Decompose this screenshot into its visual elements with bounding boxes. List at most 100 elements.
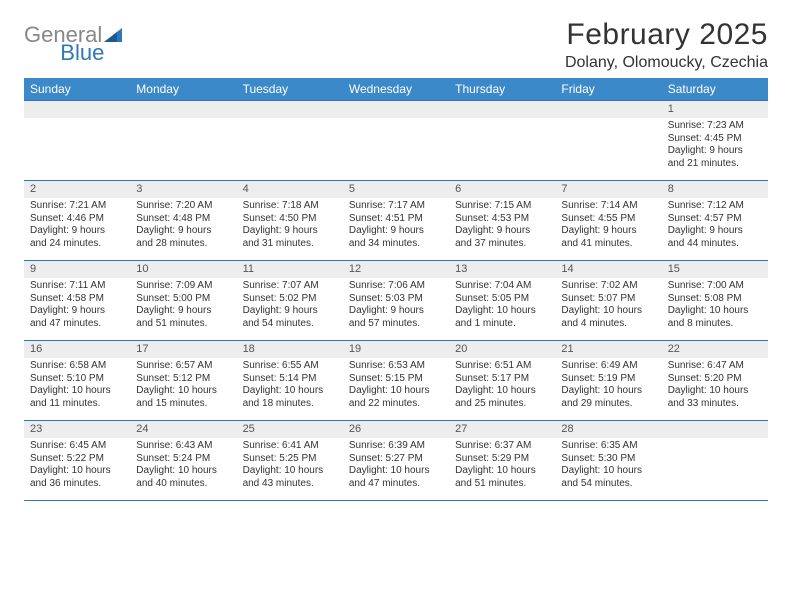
day-info-line: Daylight: 10 hours: [561, 465, 655, 478]
calendar-day-cell: 20Sunrise: 6:51 AMSunset: 5:17 PMDayligh…: [449, 341, 555, 420]
calendar-day-cell: 1Sunrise: 7:23 AMSunset: 4:45 PMDaylight…: [662, 101, 768, 180]
day-info-line: Sunrise: 7:15 AM: [455, 200, 549, 213]
calendar-week-row: 23Sunrise: 6:45 AMSunset: 5:22 PMDayligh…: [24, 420, 768, 501]
day-number: 17: [130, 341, 236, 358]
day-info-line: Sunrise: 6:55 AM: [243, 360, 337, 373]
day-number: 15: [662, 261, 768, 278]
day-info-line: Sunrise: 6:37 AM: [455, 440, 549, 453]
day-number: 26: [343, 421, 449, 438]
calendar-day-cell: 8Sunrise: 7:12 AMSunset: 4:57 PMDaylight…: [662, 181, 768, 260]
day-body: [449, 118, 555, 180]
day-info-line: Sunset: 5:25 PM: [243, 453, 337, 466]
day-info-line: Daylight: 9 hours: [561, 225, 655, 238]
day-info-line: Daylight: 10 hours: [668, 305, 762, 318]
day-body: Sunrise: 6:58 AMSunset: 5:10 PMDaylight:…: [24, 358, 130, 420]
day-info-line: and 31 minutes.: [243, 238, 337, 251]
day-info-line: Sunset: 5:05 PM: [455, 293, 549, 306]
day-info-line: Daylight: 10 hours: [455, 385, 549, 398]
day-body: Sunrise: 6:55 AMSunset: 5:14 PMDaylight:…: [237, 358, 343, 420]
calendar-day-cell: 4Sunrise: 7:18 AMSunset: 4:50 PMDaylight…: [237, 181, 343, 260]
calendar-day-cell: 3Sunrise: 7:20 AMSunset: 4:48 PMDaylight…: [130, 181, 236, 260]
day-info-line: Daylight: 10 hours: [30, 385, 124, 398]
day-body: Sunrise: 7:04 AMSunset: 5:05 PMDaylight:…: [449, 278, 555, 340]
day-info-line: Sunrise: 6:57 AM: [136, 360, 230, 373]
day-info-line: Sunrise: 7:12 AM: [668, 200, 762, 213]
day-body: Sunrise: 7:11 AMSunset: 4:58 PMDaylight:…: [24, 278, 130, 340]
day-number: 19: [343, 341, 449, 358]
day-info-line: Daylight: 9 hours: [243, 305, 337, 318]
day-body: Sunrise: 7:06 AMSunset: 5:03 PMDaylight:…: [343, 278, 449, 340]
day-info-line: and 51 minutes.: [136, 318, 230, 331]
day-number: 27: [449, 421, 555, 438]
day-info-line: and 8 minutes.: [668, 318, 762, 331]
day-info-line: Sunrise: 7:07 AM: [243, 280, 337, 293]
day-info-line: Daylight: 10 hours: [561, 305, 655, 318]
day-number: 1: [662, 101, 768, 118]
day-info-line: Sunrise: 7:18 AM: [243, 200, 337, 213]
day-info-line: and 18 minutes.: [243, 398, 337, 411]
day-body: Sunrise: 6:51 AMSunset: 5:17 PMDaylight:…: [449, 358, 555, 420]
calendar-day-cell: 16Sunrise: 6:58 AMSunset: 5:10 PMDayligh…: [24, 341, 130, 420]
weekday-header: Tuesday: [237, 78, 343, 100]
calendar-day-cell: 11Sunrise: 7:07 AMSunset: 5:02 PMDayligh…: [237, 261, 343, 340]
day-body: Sunrise: 7:00 AMSunset: 5:08 PMDaylight:…: [662, 278, 768, 340]
day-info-line: Daylight: 10 hours: [349, 385, 443, 398]
day-info-line: Sunset: 4:48 PM: [136, 213, 230, 226]
calendar-day-cell: 25Sunrise: 6:41 AMSunset: 5:25 PMDayligh…: [237, 421, 343, 500]
calendar-day-cell: [130, 101, 236, 180]
day-info-line: Sunrise: 7:06 AM: [349, 280, 443, 293]
calendar-day-cell: [24, 101, 130, 180]
day-number: [24, 101, 130, 118]
day-info-line: Sunset: 5:14 PM: [243, 373, 337, 386]
day-info-line: and 1 minute.: [455, 318, 549, 331]
day-info-line: and 25 minutes.: [455, 398, 549, 411]
day-info-line: Sunrise: 6:47 AM: [668, 360, 762, 373]
day-info-line: and 33 minutes.: [668, 398, 762, 411]
day-info-line: Daylight: 9 hours: [30, 225, 124, 238]
day-info-line: Daylight: 10 hours: [455, 465, 549, 478]
brand-logo: General Blue: [24, 22, 166, 48]
day-info-line: Sunset: 5:20 PM: [668, 373, 762, 386]
day-number: [555, 101, 661, 118]
calendar-day-cell: 7Sunrise: 7:14 AMSunset: 4:55 PMDaylight…: [555, 181, 661, 260]
calendar-day-cell: 28Sunrise: 6:35 AMSunset: 5:30 PMDayligh…: [555, 421, 661, 500]
day-number: 9: [24, 261, 130, 278]
day-info-line: Sunset: 5:30 PM: [561, 453, 655, 466]
day-info-line: and 47 minutes.: [30, 318, 124, 331]
calendar-day-cell: 12Sunrise: 7:06 AMSunset: 5:03 PMDayligh…: [343, 261, 449, 340]
day-info-line: Daylight: 10 hours: [349, 465, 443, 478]
day-body: Sunrise: 7:18 AMSunset: 4:50 PMDaylight:…: [237, 198, 343, 260]
day-info-line: Sunset: 4:55 PM: [561, 213, 655, 226]
weekday-header: Saturday: [662, 78, 768, 100]
day-info-line: Daylight: 10 hours: [668, 385, 762, 398]
calendar: Sunday Monday Tuesday Wednesday Thursday…: [24, 78, 768, 501]
day-info-line: Sunrise: 7:09 AM: [136, 280, 230, 293]
day-body: Sunrise: 7:02 AMSunset: 5:07 PMDaylight:…: [555, 278, 661, 340]
day-number: 14: [555, 261, 661, 278]
day-info-line: Sunset: 5:29 PM: [455, 453, 549, 466]
day-info-line: Sunset: 5:22 PM: [30, 453, 124, 466]
day-info-line: Sunset: 4:50 PM: [243, 213, 337, 226]
day-info-line: Daylight: 10 hours: [30, 465, 124, 478]
day-number: 7: [555, 181, 661, 198]
day-number: 13: [449, 261, 555, 278]
day-info-line: and 21 minutes.: [668, 158, 762, 171]
calendar-week-row: 2Sunrise: 7:21 AMSunset: 4:46 PMDaylight…: [24, 180, 768, 260]
day-body: Sunrise: 6:53 AMSunset: 5:15 PMDaylight:…: [343, 358, 449, 420]
calendar-day-cell: 14Sunrise: 7:02 AMSunset: 5:07 PMDayligh…: [555, 261, 661, 340]
day-info-line: and 36 minutes.: [30, 478, 124, 491]
day-info-line: Sunset: 5:15 PM: [349, 373, 443, 386]
day-info-line: Sunset: 4:46 PM: [30, 213, 124, 226]
day-info-line: Sunset: 5:19 PM: [561, 373, 655, 386]
calendar-day-cell: [343, 101, 449, 180]
day-info-line: Daylight: 9 hours: [668, 225, 762, 238]
day-body: Sunrise: 6:57 AMSunset: 5:12 PMDaylight:…: [130, 358, 236, 420]
day-info-line: Sunset: 5:08 PM: [668, 293, 762, 306]
day-number: 25: [237, 421, 343, 438]
day-info-line: Sunset: 5:12 PM: [136, 373, 230, 386]
day-info-line: Daylight: 9 hours: [455, 225, 549, 238]
day-number: 23: [24, 421, 130, 438]
day-number: 20: [449, 341, 555, 358]
day-info-line: Sunset: 4:57 PM: [668, 213, 762, 226]
header: General Blue February 2025 Dolany, Olomo…: [24, 18, 768, 72]
